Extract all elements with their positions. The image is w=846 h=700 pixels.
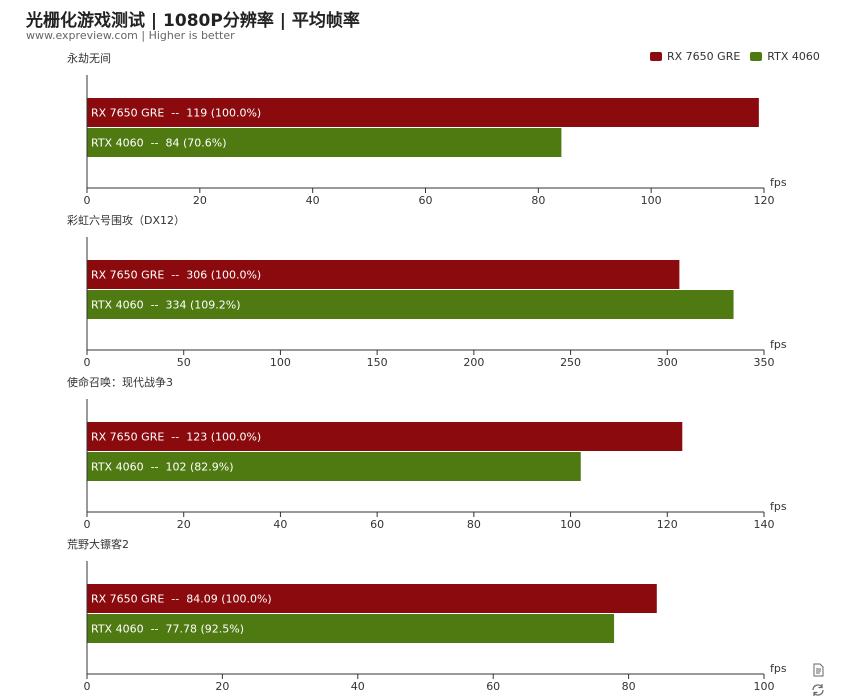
- legend-item-rx7650gre[interactable]: RX 7650 GRE: [650, 50, 740, 63]
- legend-swatch-rx7650gre: [650, 52, 662, 61]
- chart-2-bar-label-0: RX 7650 GRE -- 123 (100.0%): [91, 431, 261, 444]
- chart-1-tick-label-0: 0: [84, 356, 91, 369]
- chart-3-bar-label-1: RTX 4060 -- 77.78 (92.5%): [91, 623, 244, 636]
- chart-3-bar-1[interactable]: [87, 614, 615, 643]
- chart-1-tick-label-3: 150: [367, 356, 388, 369]
- chart-2-tick-label-1: 20: [177, 518, 191, 531]
- chart-2-bar-0[interactable]: [87, 422, 683, 451]
- chart-2-tick-label-0: 0: [84, 518, 91, 531]
- chart-1-bar-1[interactable]: [87, 290, 734, 319]
- legend-item-rtx4060[interactable]: RTX 4060: [750, 50, 820, 63]
- legend[interactable]: RX 7650 GRE RTX 4060: [650, 50, 830, 63]
- chart-0-bar-label-0: RX 7650 GRE -- 119 (100.0%): [91, 107, 261, 120]
- chart-title: 光栅化游戏测试 | 1080P分辨率 | 平均帧率: [26, 11, 360, 31]
- chart-0-tick-label-3: 60: [419, 194, 433, 207]
- chart-0-bar-label-1: RTX 4060 -- 84 (70.6%): [91, 137, 227, 150]
- chart-0-title: 永劫无间: [67, 51, 111, 65]
- chart-2-tick-label-3: 60: [370, 518, 384, 531]
- chart-2-tick-label-5: 100: [560, 518, 581, 531]
- chart-3-tick-label-2: 40: [351, 680, 365, 693]
- chart-0-tick-label-1: 20: [193, 194, 207, 207]
- restore-icon[interactable]: [810, 682, 826, 698]
- chart-1-tick-label-5: 250: [560, 356, 581, 369]
- chart-3-x-unit-label: fps: [770, 662, 787, 675]
- chart-0-tick-label-0: 0: [84, 194, 91, 207]
- chart-3-bar-label-0: RX 7650 GRE -- 84.09 (100.0%): [91, 593, 272, 606]
- chart-1-bar-0[interactable]: [87, 260, 680, 289]
- chart-2-tick-label-6: 120: [657, 518, 678, 531]
- legend-label-rx7650gre: RX 7650 GRE: [667, 50, 741, 63]
- chart-1-tick-label-1: 50: [177, 356, 191, 369]
- chart-3-tick-label-1: 20: [215, 680, 229, 693]
- chart-1-tick-label-2: 100: [270, 356, 291, 369]
- chart-2-title: 使命召唤：现代战争3: [67, 375, 173, 389]
- chart-0-tick-label-5: 100: [641, 194, 662, 207]
- chart-1-tick-label-4: 200: [463, 356, 484, 369]
- chart-2-tick-label-4: 80: [467, 518, 481, 531]
- chart-3-bar-0[interactable]: [87, 584, 657, 613]
- chart-1-x-unit-label: fps: [770, 338, 787, 351]
- legend-swatch-rtx4060: [750, 52, 763, 61]
- chart-0-bar-0[interactable]: [87, 98, 759, 127]
- chart-3-tick-label-0: 0: [84, 680, 91, 693]
- chart-3-tick-label-5: 100: [754, 680, 775, 693]
- chart-2-bar-label-1: RTX 4060 -- 102 (82.9%): [91, 461, 234, 474]
- chart-2-bar-1[interactable]: [87, 452, 581, 481]
- chart-1-bar-label-1: RTX 4060 -- 334 (109.2%): [91, 299, 241, 312]
- chart-2-x-unit-label: fps: [770, 500, 787, 513]
- chart-0-x-unit-label: fps: [770, 176, 787, 189]
- chart-3-tick-label-3: 60: [486, 680, 500, 693]
- chart-1-title: 彩虹六号围攻（DX12）: [67, 213, 185, 227]
- chart-2-tick-label-2: 40: [273, 518, 287, 531]
- chart-0-tick-label-6: 120: [754, 194, 775, 207]
- chart-0-tick-label-2: 40: [306, 194, 320, 207]
- chart-2-tick-label-7: 140: [754, 518, 775, 531]
- data-view-icon[interactable]: [810, 662, 826, 678]
- chart-1-tick-label-7: 350: [754, 356, 775, 369]
- chart-3-title: 荒野大镖客2: [67, 537, 129, 551]
- chart-3-tick-label-4: 80: [622, 680, 636, 693]
- legend-label-rtx4060: RTX 4060: [767, 50, 820, 63]
- chart-1-bar-label-0: RX 7650 GRE -- 306 (100.0%): [91, 269, 261, 282]
- chart-subtitle: www.expreview.com | Higher is better: [26, 29, 235, 42]
- chart-1-tick-label-6: 300: [657, 356, 678, 369]
- chart-0-bar-1[interactable]: [87, 128, 562, 157]
- chart-0-tick-label-4: 80: [531, 194, 545, 207]
